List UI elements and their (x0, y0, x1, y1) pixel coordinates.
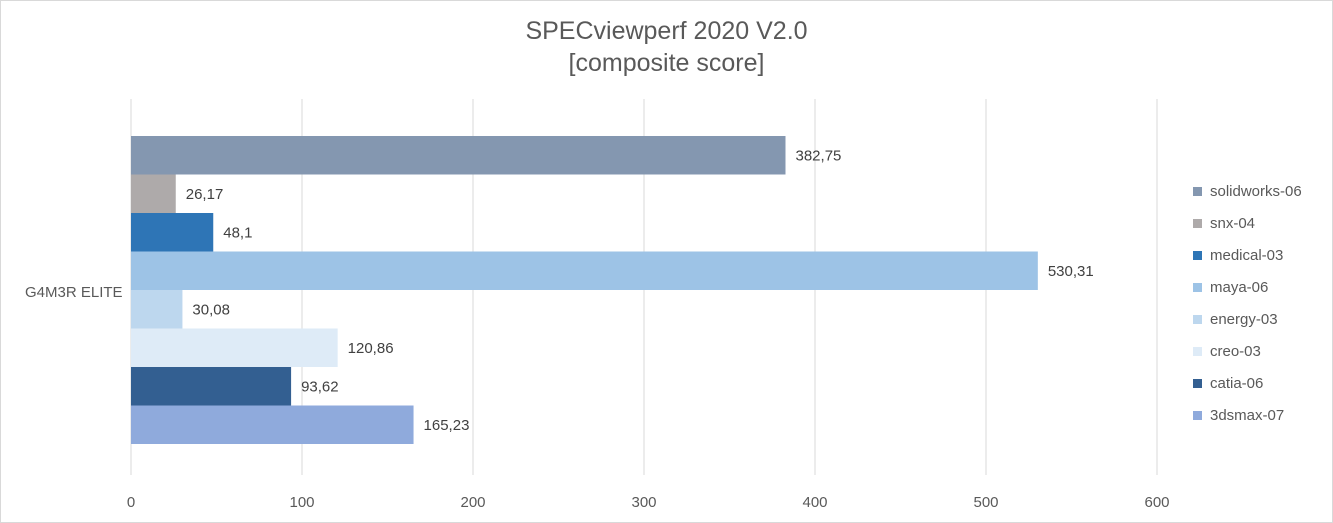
bar (131, 405, 414, 444)
legend-item: medical-03 (1193, 239, 1328, 271)
legend-item: creo-03 (1193, 335, 1328, 367)
x-tick-label: 300 (631, 494, 656, 511)
legend: solidworks-06 snx-04 medical-03 maya-06 ener… (1193, 175, 1328, 431)
bar (131, 213, 214, 252)
legend-swatch (1193, 410, 1202, 420)
legend-label: solidworks-06 (1210, 182, 1302, 200)
legend-item: snx-04 (1193, 207, 1328, 239)
data-label: 530,31 (1048, 263, 1094, 280)
legend-label: catia-06 (1210, 374, 1264, 392)
legend-item: catia-06 (1193, 367, 1328, 399)
legend-swatch (1193, 250, 1202, 260)
x-tick-label: 400 (802, 494, 827, 511)
bar (131, 174, 176, 213)
category-label: G4M3R ELITE (25, 284, 123, 301)
bar (131, 367, 292, 406)
legend-swatch (1193, 346, 1202, 356)
data-label: 93,62 (301, 378, 339, 395)
legend-swatch (1193, 218, 1202, 228)
x-tick-label: 200 (460, 494, 485, 511)
legend-label: medical-03 (1210, 246, 1284, 264)
x-tick-label: 0 (127, 494, 135, 511)
data-label: 382,75 (796, 147, 842, 164)
legend-label: 3dsmax-07 (1210, 406, 1285, 424)
legend-item: 3dsmax-07 (1193, 399, 1328, 431)
bar (131, 251, 1038, 290)
legend-item: maya-06 (1193, 271, 1328, 303)
bar (131, 328, 338, 367)
data-label: 26,17 (186, 186, 224, 203)
data-label: 120,86 (348, 340, 394, 357)
chart-title-line-1: SPECviewperf 2020 V2.0 (525, 17, 808, 45)
legend-swatch (1193, 314, 1202, 324)
chart-title: SPECviewperf 2020 V2.0 [composite score] (1, 15, 1332, 79)
data-label: 30,08 (192, 301, 230, 318)
bar (131, 136, 786, 175)
legend-label: energy-03 (1210, 310, 1278, 328)
legend-label: creo-03 (1210, 342, 1261, 360)
legend-item: energy-03 (1193, 303, 1328, 335)
x-tick-label: 600 (1144, 494, 1169, 511)
legend-label: snx-04 (1210, 214, 1256, 232)
legend-item: solidworks-06 (1193, 175, 1328, 207)
chart-title-line-2: [composite score] (568, 49, 765, 77)
legend-swatch (1193, 282, 1202, 292)
bar (131, 290, 183, 329)
legend-label: maya-06 (1210, 278, 1269, 296)
x-tick-label: 100 (289, 494, 314, 511)
data-label: 48,1 (223, 224, 252, 241)
legend-swatch (1193, 378, 1202, 388)
data-label: 165,23 (424, 417, 470, 434)
legend-swatch (1193, 186, 1202, 196)
x-tick-label: 500 (973, 494, 998, 511)
